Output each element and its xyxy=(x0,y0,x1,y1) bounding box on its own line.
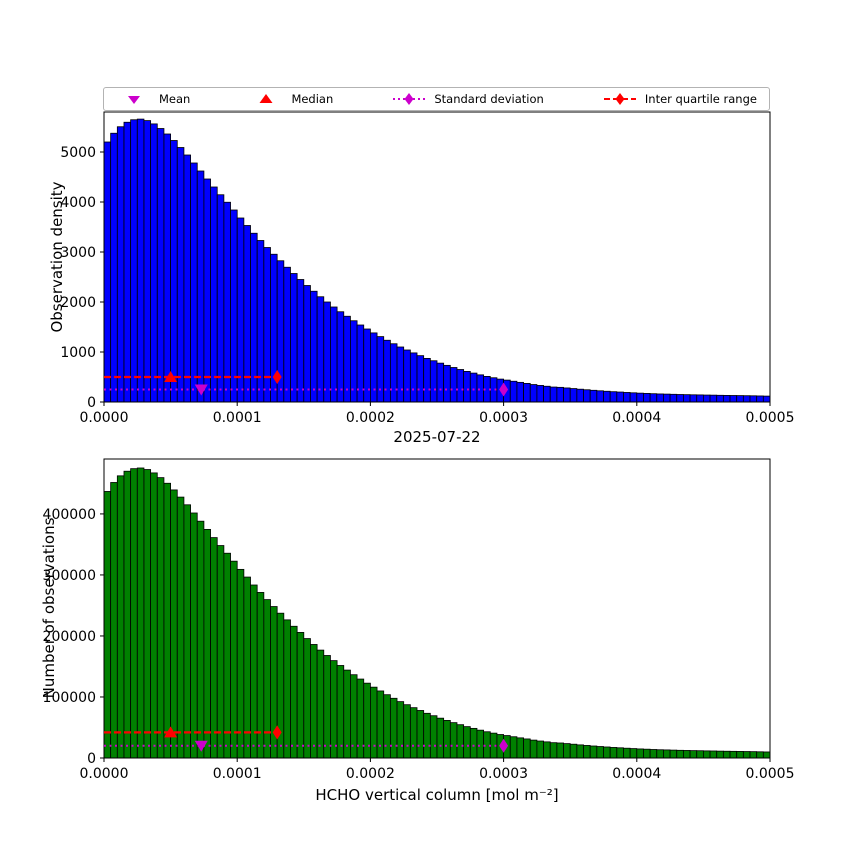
svg-text:300000: 300000 xyxy=(43,568,96,584)
svg-text:0.0000: 0.0000 xyxy=(80,766,129,782)
svg-text:0: 0 xyxy=(87,751,96,767)
svg-text:200000: 200000 xyxy=(43,629,96,645)
svg-text:4000: 4000 xyxy=(60,195,96,211)
svg-text:0.0003: 0.0003 xyxy=(479,766,528,782)
svg-text:0.0004: 0.0004 xyxy=(612,410,661,426)
svg-text:5000: 5000 xyxy=(60,145,96,161)
svg-text:0.0001: 0.0001 xyxy=(213,410,262,426)
svg-text:3000: 3000 xyxy=(60,245,96,261)
legend-label-median: Median xyxy=(291,92,334,106)
svg-text:0.0003: 0.0003 xyxy=(479,410,528,426)
legend-item-iqr: Inter quartile range xyxy=(602,91,757,107)
svg-text:400000: 400000 xyxy=(43,507,96,523)
svg-text:0.0002: 0.0002 xyxy=(346,766,395,782)
legend-item-mean: Mean xyxy=(116,91,190,107)
svg-text:0.0005: 0.0005 xyxy=(746,766,795,782)
median-triangle-up-icon xyxy=(259,94,273,103)
legend-item-median: Median xyxy=(248,91,333,107)
svg-text:0.0005: 0.0005 xyxy=(746,410,795,426)
top-y-axis-label: Observation density xyxy=(48,181,66,333)
mean-triangle-down-icon xyxy=(128,96,140,104)
legend-label-mean: Mean xyxy=(159,92,191,106)
legend-item-std: Standard deviation xyxy=(391,91,544,107)
std-deviation-dotted-diamond-icon xyxy=(393,93,426,105)
bottom-x-axis-label: HCHO vertical column [mol m⁻²] xyxy=(315,786,559,804)
legend-label-std: Standard deviation xyxy=(434,92,544,106)
bottom-y-axis-label: Number of observations xyxy=(40,517,58,699)
svg-text:1000: 1000 xyxy=(60,345,96,361)
legend: Mean Median Standard deviation Inter qua… xyxy=(103,87,770,111)
svg-text:2000: 2000 xyxy=(60,295,96,311)
svg-text:100000: 100000 xyxy=(43,690,96,706)
svg-text:0: 0 xyxy=(87,395,96,411)
legend-label-iqr: Inter quartile range xyxy=(644,92,757,106)
svg-text:0.0004: 0.0004 xyxy=(612,766,661,782)
iqr-dashed-diamond-icon xyxy=(603,93,636,105)
top-x-axis-label-date: 2025-07-22 xyxy=(393,428,481,446)
svg-text:0.0002: 0.0002 xyxy=(346,410,395,426)
svg-text:0.0001: 0.0001 xyxy=(213,766,262,782)
svg-text:0.0000: 0.0000 xyxy=(80,410,129,426)
